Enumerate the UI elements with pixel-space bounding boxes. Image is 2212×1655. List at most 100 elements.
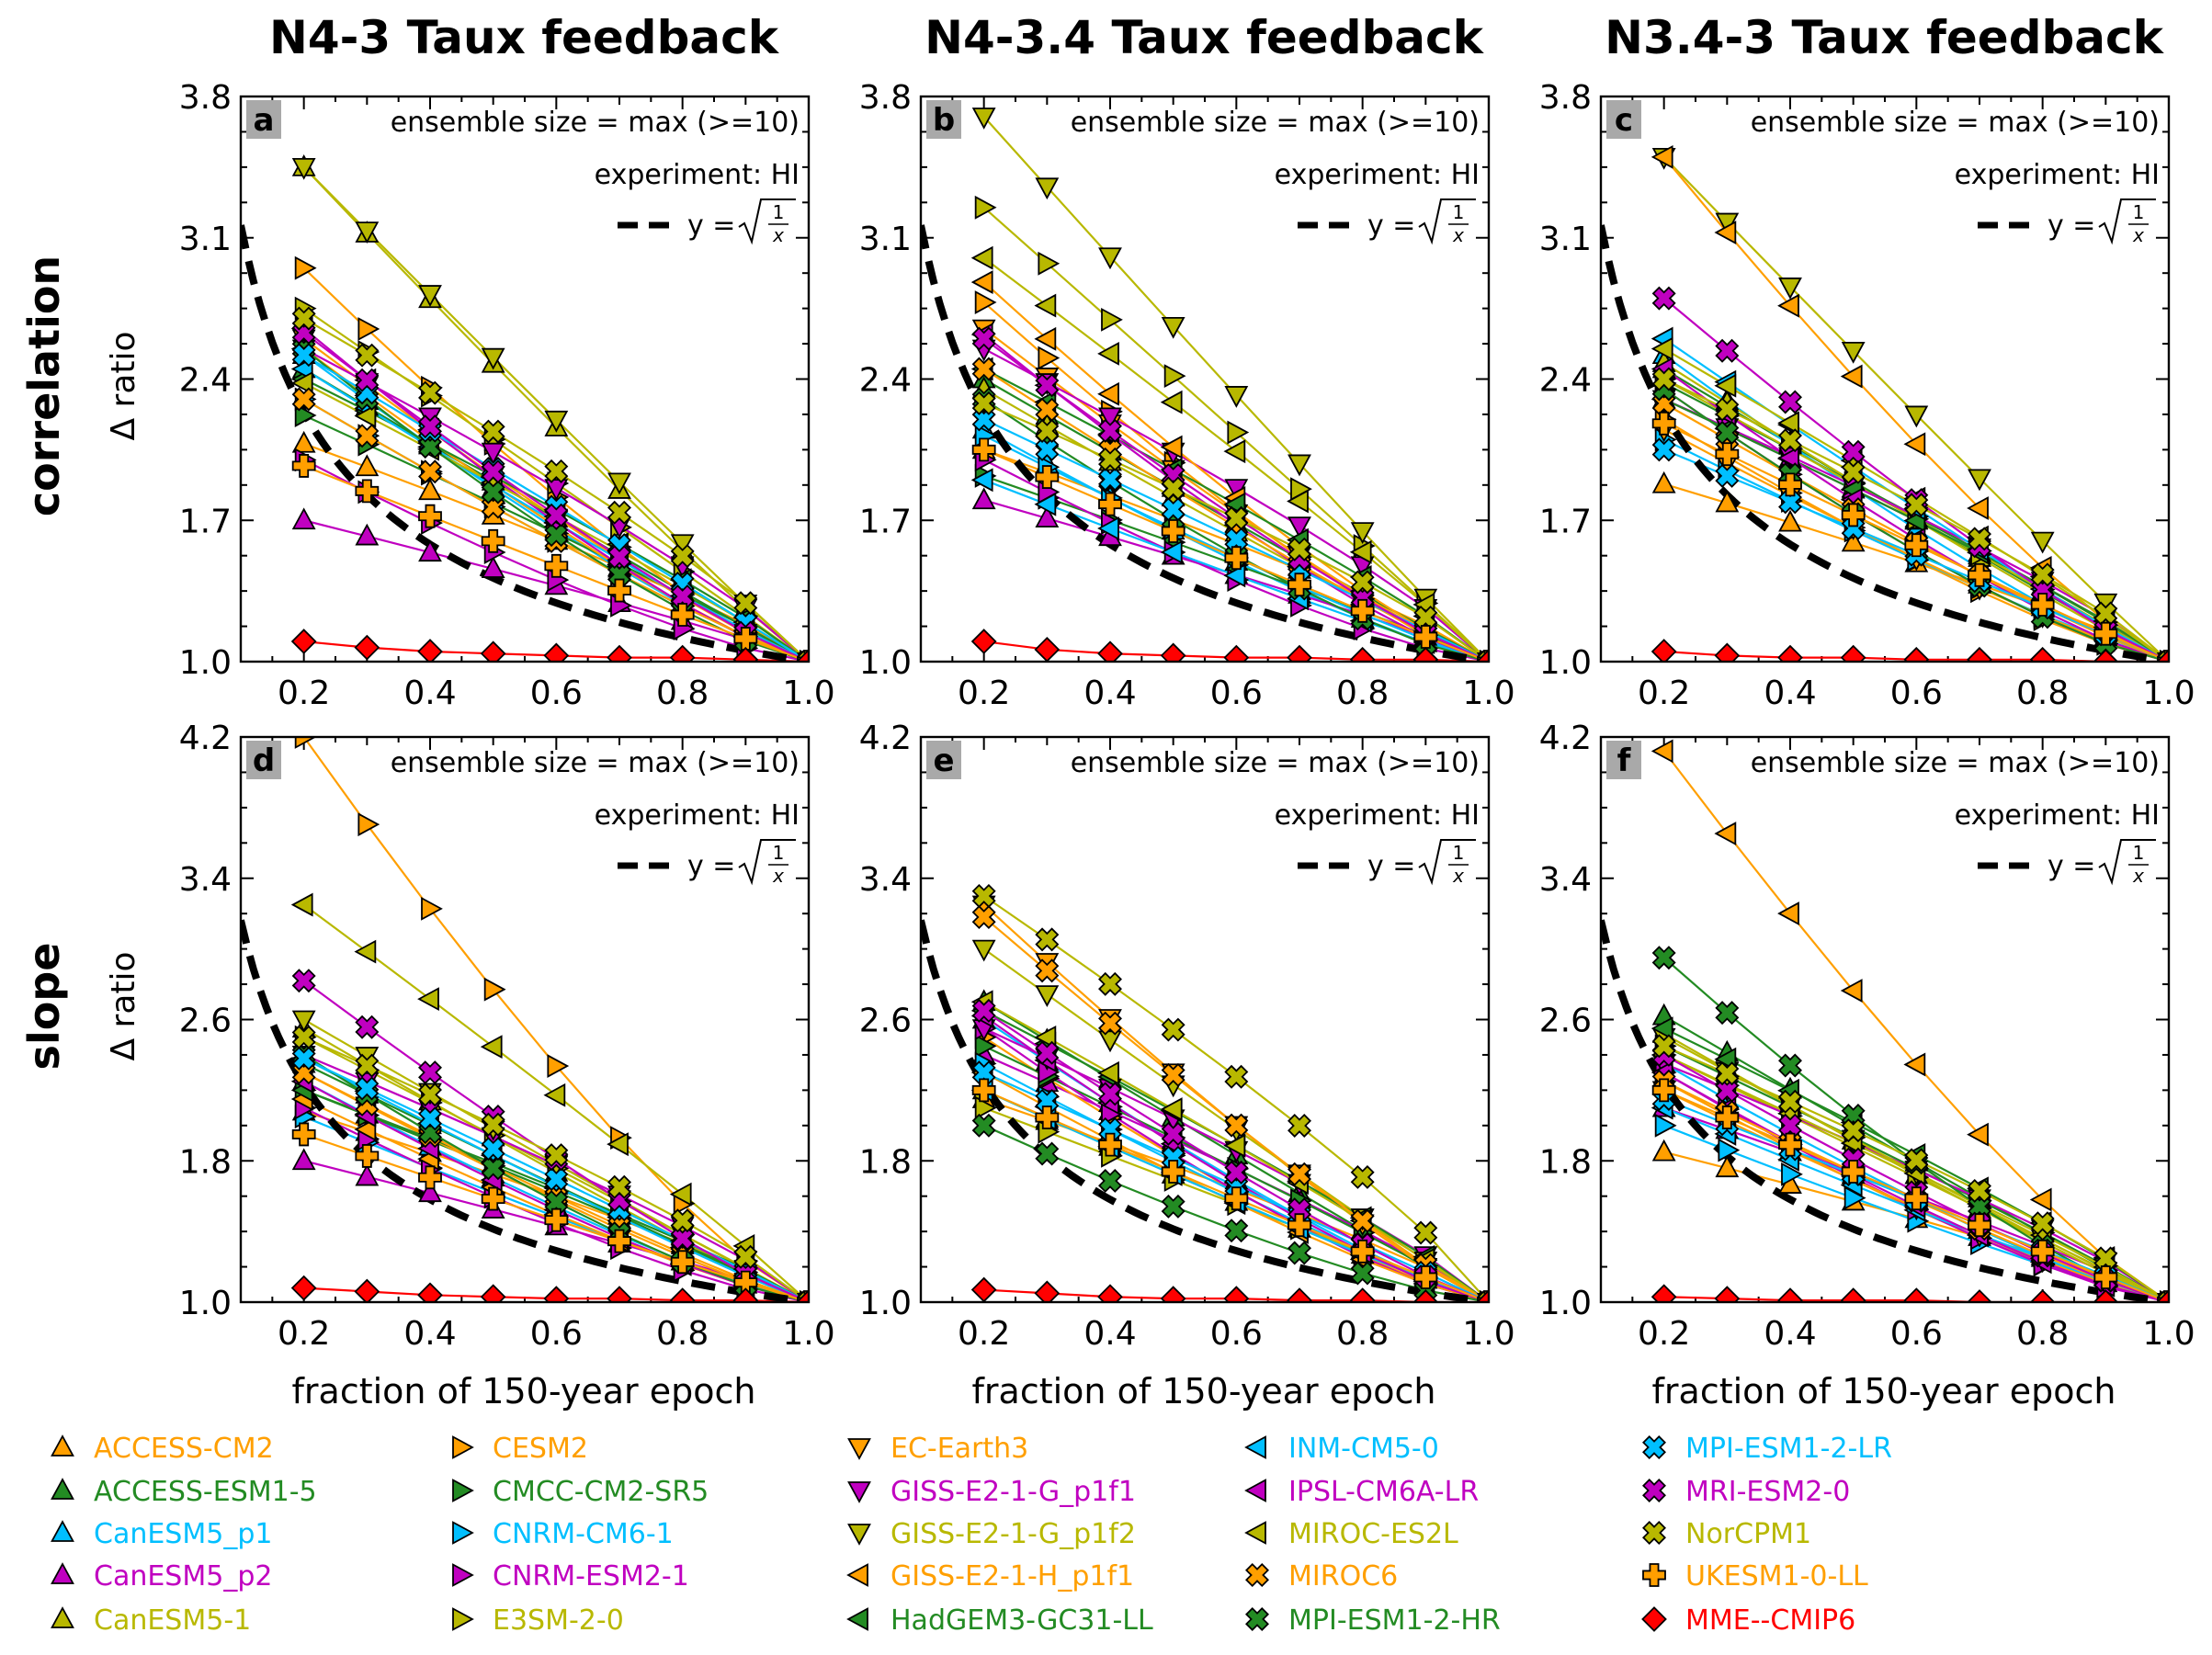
data-point-mpi-esm1-2-lr	[1651, 437, 1676, 462]
data-point-norcpm1	[355, 343, 380, 368]
data-point-mme-cmip6	[290, 629, 317, 654]
reference-curve	[1601, 224, 2169, 662]
data-point-access-cm2	[355, 454, 380, 477]
experiment-annotation: experiment: HI	[1955, 159, 2160, 191]
legend-item-miroc6: MIROC6	[1245, 1560, 1398, 1593]
panel-frame	[1599, 735, 2171, 1304]
data-point-canesm5-p2	[355, 1163, 380, 1186]
data-point-ukesm1-0-ll	[544, 553, 569, 578]
y-tick-label: 3.1	[1539, 221, 1592, 258]
data-point-giss-e2-1-g-p1f2	[1778, 278, 1802, 300]
data-point-mme-cmip6	[1412, 646, 1439, 662]
data-point-ukesm1-0-ll	[2093, 621, 2118, 646]
data-point-giss-e2-1-g-p1f2	[1350, 522, 1375, 545]
data-point-norcpm1	[1413, 1220, 1438, 1245]
data-point-ukesm1-0-ll	[1778, 1132, 1802, 1157]
sqrt-sign	[1418, 839, 1476, 886]
data-point-mpi-esm1-2-hr	[1224, 1219, 1249, 1243]
legend-marker-cnrm-esm2-1	[452, 1563, 474, 1587]
reference-curve	[921, 919, 1489, 1302]
x-tick-label: 0.8	[656, 1315, 709, 1353]
data-point-norcpm1	[670, 544, 695, 569]
legend-marker-ipsl-cm6a-lr	[1244, 1479, 1266, 1502]
series-line-miroc6	[982, 916, 1489, 1302]
panel-b: 1.0 1.7 2.4 3.1 3.8 0.2 0.4 0.6 0.8 1.0 b ensemble …	[859, 79, 1515, 712]
panels: 1.0 1.7 2.4 3.1 3.8 0.2 0.4 0.6 0.8 1.0 a ensemble …	[179, 79, 2195, 1353]
legend-label: GISS-E2-1-H_p1f1	[890, 1560, 1134, 1593]
data-point-miroc6	[1161, 1062, 1185, 1087]
data-point-mri-esm2-0	[1035, 1040, 1060, 1065]
experiment-annotation: experiment: HI	[1275, 799, 1480, 832]
sqrt-sign	[1418, 198, 1476, 245]
data-point-giss-e2-1-h-p1f1	[1777, 901, 1799, 926]
data-point-mme-cmip6	[1349, 1287, 1376, 1302]
data-point-norcpm1	[1224, 506, 1249, 531]
y-tick-label: 2.4	[859, 362, 912, 400]
legend-item-norcpm1: NorCPM1	[1642, 1518, 1811, 1550]
data-point-ukesm1-0-ll	[1161, 519, 1185, 543]
data-point-cesm2	[1038, 346, 1061, 370]
data-point-ukesm1-0-ll	[1413, 1265, 1438, 1289]
y-tick-label: 1.0	[179, 644, 232, 682]
data-point-mpi-esm1-2-hr	[1287, 1241, 1311, 1265]
data-point-mri-esm2-0	[1161, 1121, 1185, 1146]
data-point-cesm2	[483, 977, 506, 1002]
data-point-miroc-es2l	[1034, 293, 1057, 318]
data-point-norcpm1	[1904, 493, 1929, 517]
data-point-norcpm1	[1778, 428, 1802, 453]
data-point-miroc-es2l	[1714, 373, 1737, 398]
legend-item-ukesm1-0-ll: UKESM1-0-LL	[1642, 1560, 1868, 1593]
data-point-mme-cmip6	[1476, 649, 1489, 662]
legend-item-giss-e2-1-g-p1f2: GISS-E2-1-G_p1f2	[847, 1518, 1136, 1550]
data-point-miroc-es2l	[1349, 539, 1372, 564]
data-point-norcpm1	[1287, 537, 1311, 561]
data-point-mme-cmip6	[2093, 649, 2119, 662]
plot-area	[921, 108, 1489, 662]
data-point-giss-e2-1-h-p1f1	[1034, 326, 1057, 351]
x-tick-label: 0.2	[1638, 674, 1690, 712]
legend-item-cnrm-esm2-1: CNRM-ESM2-1	[452, 1560, 689, 1593]
data-point-mpi-esm1-2-hr	[1035, 1141, 1060, 1166]
data-point-giss-e2-1-g-p1f2	[1968, 469, 1991, 492]
data-point-access-cm2	[1715, 1155, 1740, 1178]
data-point-norcpm1	[971, 883, 996, 908]
reference-curve	[241, 224, 809, 662]
data-point-giss-e2-1-h-p1f1	[2029, 1187, 2052, 1212]
plot-area	[1601, 739, 2169, 1302]
legend-marker-mri-esm2-0	[1642, 1479, 1666, 1502]
y-tick-label: 2.6	[1539, 1003, 1592, 1040]
data-point-mme-cmip6	[732, 646, 759, 662]
data-point-mri-esm2-0	[291, 969, 316, 993]
data-point-mri-esm2-0	[607, 545, 631, 570]
panel-frame	[1599, 95, 2171, 663]
data-point-norcpm1	[2030, 562, 2055, 587]
data-point-giss-e2-1-h-p1f1	[1903, 432, 1926, 457]
legend-label: CNRM-CM6-1	[493, 1518, 674, 1550]
data-point-giss-e2-1-g-p1f2	[971, 108, 996, 130]
data-point-giss-e2-1-g-p1f2	[291, 157, 316, 180]
data-point-miroc6	[971, 357, 996, 381]
legend-label: MIROC-ES2L	[1288, 1518, 1458, 1550]
legend-marker-giss-e2-1-g-p1f2	[847, 1524, 871, 1546]
data-point-cesm2	[357, 812, 380, 837]
y-tick-label: 2.4	[1539, 362, 1592, 400]
legend-marker-miroc6	[1245, 1563, 1269, 1587]
legend-item-mme-cmip6: MME--CMIP6	[1641, 1604, 1855, 1637]
legend-label: CNRM-ESM2-1	[493, 1560, 689, 1593]
y-tick-label: 4.2	[179, 720, 232, 757]
data-point-miroc6	[355, 424, 380, 448]
data-point-giss-e2-1-g-p1f2	[418, 285, 442, 307]
data-point-mme-cmip6	[1160, 1286, 1186, 1302]
column-title-1: N4-3 Taux feedback	[269, 11, 780, 64]
data-point-giss-e2-1-g-p1f2	[1098, 1030, 1122, 1053]
data-point-giss-e2-1-g-p1f2	[1035, 985, 1060, 1007]
legend-item-cnrm-cm6-1: CNRM-CM6-1	[452, 1518, 674, 1550]
data-point-norcpm1	[1968, 1178, 1991, 1203]
data-point-mme-cmip6	[2029, 1289, 2056, 1302]
data-point-giss-e2-1-h-p1f1	[1967, 496, 1989, 520]
formula-denominator: x	[2132, 865, 2144, 887]
data-point-ukesm1-0-ll	[607, 578, 631, 603]
data-point-giss-e2-1-g-p1f1	[1098, 407, 1122, 430]
legend-label: UKESM1-0-LL	[1685, 1560, 1868, 1593]
data-point-mri-esm2-0	[355, 1015, 380, 1039]
